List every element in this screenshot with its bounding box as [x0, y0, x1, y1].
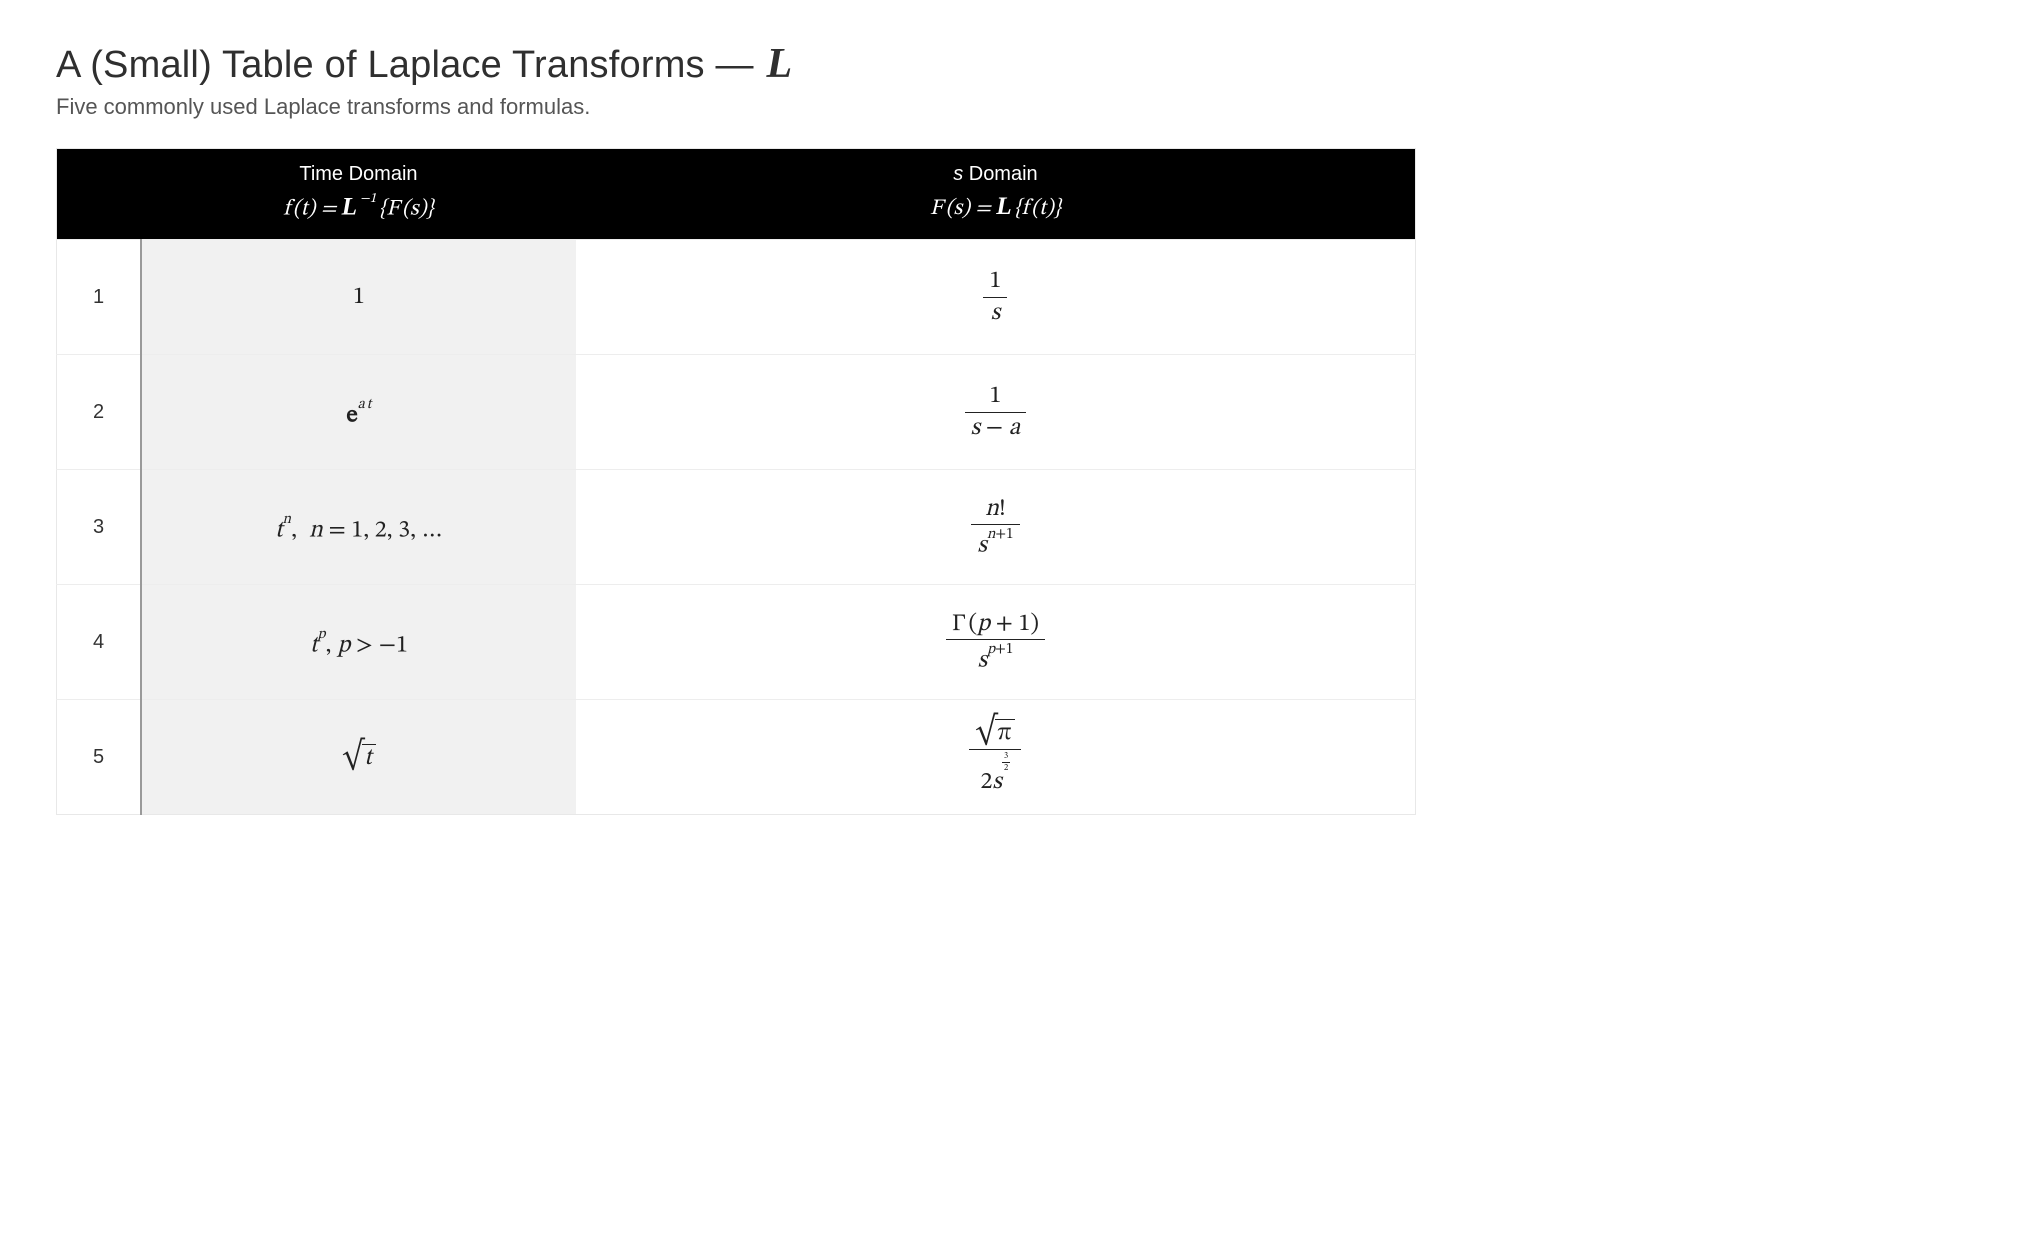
column-header-s-line2: F (s) = L {f (t)}	[586, 192, 1405, 223]
table-body: 1 1 1s 2 ea t 1s − a 3 tn,n = 1, 2, 3, ……	[57, 240, 1416, 815]
page-title-text: A (Small) Table of Laplace Transforms —	[56, 44, 764, 86]
time-domain-cell: ea t	[141, 355, 576, 470]
column-header-s-line1: s Domain	[586, 163, 1405, 186]
time-domain-cell: √t	[141, 700, 576, 815]
time-domain-cell: tn,n = 1, 2, 3, …	[141, 470, 576, 585]
row-index: 4	[57, 585, 142, 700]
s-domain-cell: Γ (p + 1)sp+1	[576, 585, 1416, 700]
table-header: Time Domain f (t) = L −1 {F (s)} s Domai…	[57, 149, 1416, 240]
column-header-time-line1: Time Domain	[151, 163, 566, 186]
s-domain-cell: 1s − a	[576, 355, 1416, 470]
row-index: 1	[57, 240, 142, 355]
table-row: 2 ea t 1s − a	[57, 355, 1416, 470]
column-header-time-line2: f (t) = L −1 {F (s)}	[151, 192, 566, 223]
table-row: 5 √t √π2s32	[57, 700, 1416, 815]
table-row: 1 1 1s	[57, 240, 1416, 355]
row-index: 5	[57, 700, 142, 815]
page-subtitle: Five commonly used Laplace transforms an…	[56, 94, 1416, 120]
s-domain-cell: √π2s32	[576, 700, 1416, 815]
table-row: 4 tp,p > −1 Γ (p + 1)sp+1	[57, 585, 1416, 700]
s-domain-cell: 1s	[576, 240, 1416, 355]
table-row: 3 tn,n = 1, 2, 3, … n!sn+1	[57, 470, 1416, 585]
time-domain-cell: tp,p > −1	[141, 585, 576, 700]
time-domain-cell: 1	[141, 240, 576, 355]
laplace-table: Time Domain f (t) = L −1 {F (s)} s Domai…	[56, 148, 1416, 815]
column-header-time-domain: Time Domain f (t) = L −1 {F (s)}	[141, 149, 576, 240]
page-title: A (Small) Table of Laplace Transforms — …	[56, 40, 1416, 88]
column-header-s-domain: s Domain F (s) = L {f (t)}	[576, 149, 1416, 240]
row-index: 3	[57, 470, 142, 585]
page: A (Small) Table of Laplace Transforms — …	[0, 0, 1472, 855]
row-index: 2	[57, 355, 142, 470]
s-domain-cell: n!sn+1	[576, 470, 1416, 585]
column-header-index	[57, 149, 142, 240]
laplace-symbol-icon: L	[764, 41, 792, 87]
